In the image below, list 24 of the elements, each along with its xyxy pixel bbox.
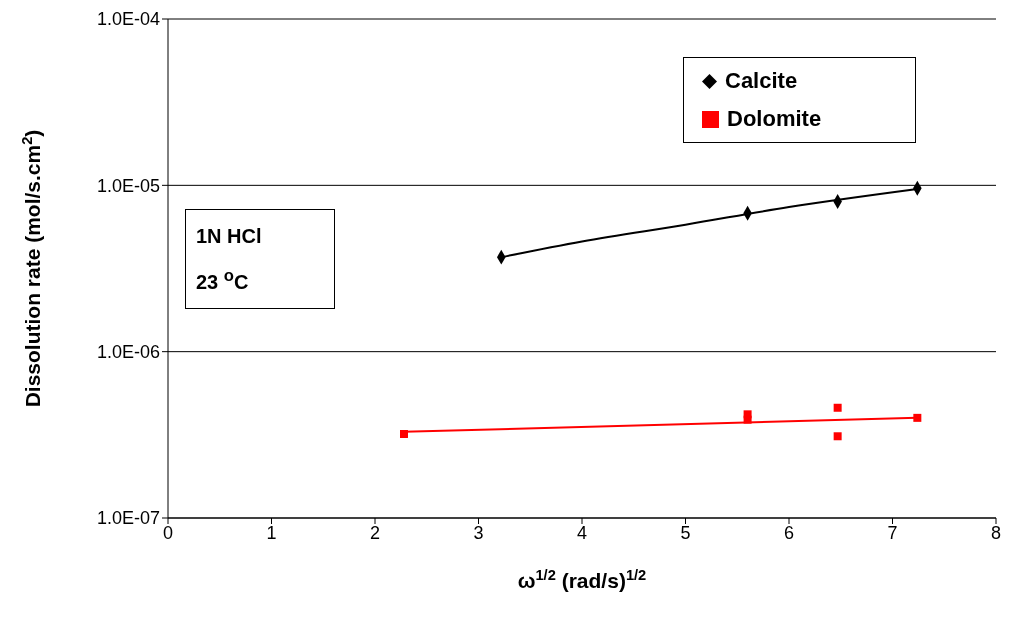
y-tick-label: 1.0E-05 — [96, 175, 160, 196]
legend-label: Calcite — [725, 67, 798, 95]
annotation: 23 $^{o}$C — [196, 265, 250, 295]
point — [833, 403, 842, 412]
y-tick-label: 1.0E-07 — [96, 508, 160, 529]
point — [399, 429, 408, 438]
y-tick-label: 1.0E-04 — [96, 9, 160, 30]
x-tick-label: 6 — [783, 522, 795, 543]
x-tick-label: 2 — [369, 522, 381, 543]
x-tick-label: 8 — [990, 522, 1002, 543]
note-box: 1N HCl 23 $^{o}$C — [185, 209, 335, 309]
point — [833, 432, 842, 441]
point — [743, 415, 752, 424]
x-tick-label: 4 — [576, 522, 588, 543]
x-tick-label: 7 — [887, 522, 898, 543]
point — [913, 413, 922, 422]
x-tick-label: 1 — [266, 522, 277, 543]
x-tick-label: 3 — [473, 522, 484, 543]
y-tick-label: 1.0E-06 — [96, 342, 160, 363]
legend-label: Dolomite — [727, 105, 822, 133]
x-axis-title: ω$^{1/2}$ (rad/s)$^{1/2}$ — [517, 567, 647, 592]
x-tick-label: 0 — [162, 522, 174, 543]
x-tick-label: 5 — [680, 522, 691, 543]
annotation: 1N HCl — [196, 224, 263, 249]
